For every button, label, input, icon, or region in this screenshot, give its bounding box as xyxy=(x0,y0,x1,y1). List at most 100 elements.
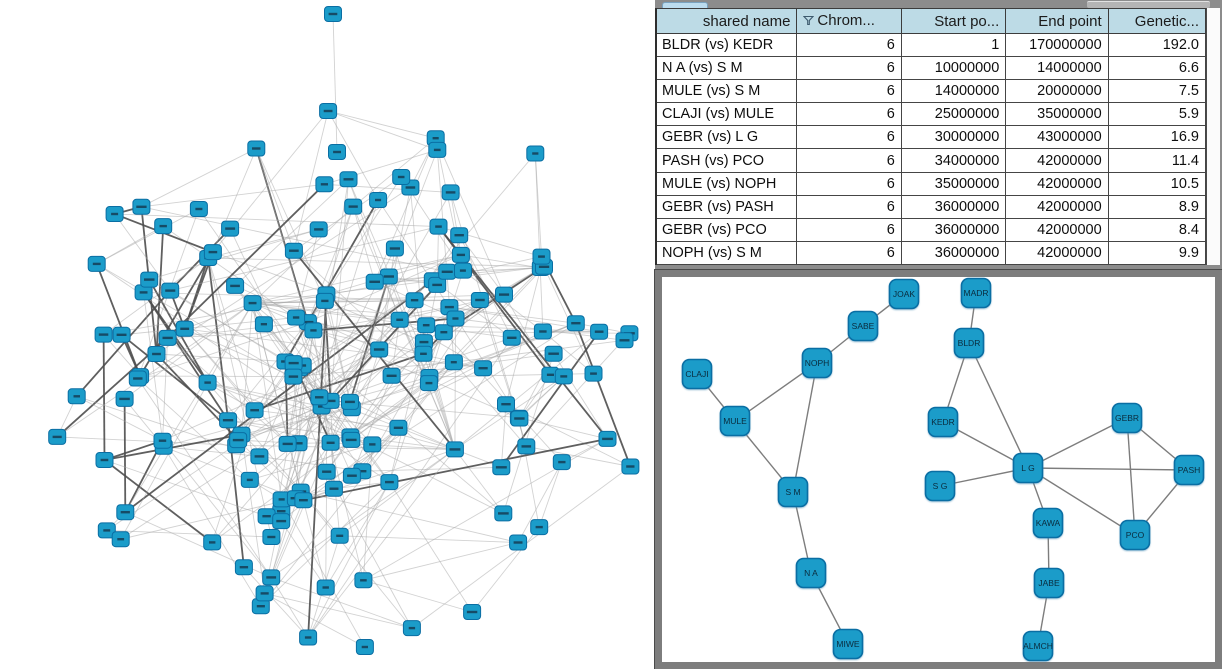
graph-node-shape[interactable] xyxy=(1012,452,1044,484)
table-cell[interactable]: 1 xyxy=(900,32,1007,58)
network-node[interactable] xyxy=(111,531,130,548)
network-node[interactable] xyxy=(341,393,359,410)
network-edge[interactable] xyxy=(538,461,563,528)
graph-node-shape[interactable] xyxy=(795,557,827,589)
graph-node-JABE[interactable]: JABE xyxy=(1033,567,1065,599)
network-node[interactable] xyxy=(299,629,318,646)
network-edge[interactable] xyxy=(238,382,430,441)
table-cell[interactable]: 25000000 xyxy=(900,102,1007,127)
network-edge[interactable] xyxy=(141,148,257,208)
network-node[interactable] xyxy=(429,218,448,235)
network-node[interactable] xyxy=(105,206,124,222)
graph-node-ALMCH[interactable]: ALMCH xyxy=(1022,630,1054,662)
graph-node-shape[interactable] xyxy=(719,405,751,437)
network-node[interactable] xyxy=(392,169,411,185)
table-cell[interactable]: 42000000 xyxy=(1005,148,1109,173)
network-node[interactable] xyxy=(509,534,528,551)
network-edge[interactable] xyxy=(243,566,309,638)
network-edge[interactable] xyxy=(255,148,295,251)
network-node[interactable] xyxy=(495,286,513,303)
network-edge[interactable] xyxy=(307,449,456,638)
network-edge[interactable] xyxy=(312,206,354,331)
table-tab-fragment[interactable] xyxy=(662,2,708,8)
graph-node-MIWE[interactable]: MIWE xyxy=(832,628,864,660)
network-node[interactable] xyxy=(363,436,382,453)
network-node[interactable] xyxy=(451,246,470,263)
network-edge[interactable] xyxy=(300,400,332,492)
network-edge[interactable] xyxy=(574,322,632,467)
network-node[interactable] xyxy=(226,277,245,294)
network-node[interactable] xyxy=(304,322,323,339)
network-node[interactable] xyxy=(317,463,336,480)
network-edge[interactable] xyxy=(330,276,390,443)
table-cell[interactable]: 6.6 xyxy=(1107,56,1207,81)
network-edge[interactable] xyxy=(103,459,213,544)
network-node[interactable] xyxy=(294,492,313,509)
network-node[interactable] xyxy=(234,559,253,576)
graph-edge-LG-PCO[interactable] xyxy=(1027,467,1136,536)
column-header-2[interactable]: Start po... xyxy=(900,8,1007,34)
network-edge[interactable] xyxy=(333,481,390,490)
network-edge[interactable] xyxy=(155,226,165,355)
network-node[interactable] xyxy=(552,454,571,471)
network-edge[interactable] xyxy=(300,491,519,543)
network-node[interactable] xyxy=(257,508,276,525)
network-node[interactable] xyxy=(470,292,489,308)
graph-node-GEBR[interactable]: GEBR xyxy=(1111,402,1143,434)
network-node[interactable] xyxy=(492,459,511,476)
table-cell[interactable]: 6 xyxy=(796,217,902,242)
table-row[interactable]: PASH (vs) PCO 6 34000000 42000000 11.4 xyxy=(655,148,1207,173)
network-node[interactable] xyxy=(272,513,291,530)
network-edge[interactable] xyxy=(300,491,413,629)
network-node[interactable] xyxy=(321,434,340,451)
network-edge[interactable] xyxy=(460,254,541,269)
network-edge[interactable] xyxy=(104,439,163,461)
network-edge[interactable] xyxy=(252,302,504,514)
network-node[interactable] xyxy=(385,240,404,257)
network-node[interactable] xyxy=(370,341,389,358)
table-cell[interactable]: 6 xyxy=(796,79,902,104)
graph-node-shape[interactable] xyxy=(1173,454,1205,486)
main-network-view[interactable] xyxy=(0,0,655,669)
network-edge[interactable] xyxy=(330,179,349,401)
table-cell[interactable]: 14000000 xyxy=(900,79,1007,104)
graph-node-PASH[interactable]: PASH xyxy=(1173,454,1205,486)
network-edge[interactable] xyxy=(143,292,163,441)
graph-node-shape[interactable] xyxy=(832,628,864,660)
table-cell[interactable]: 170000000 xyxy=(1005,32,1109,58)
network-edge[interactable] xyxy=(120,400,331,540)
network-edge[interactable] xyxy=(526,445,631,467)
network-edge[interactable] xyxy=(534,153,544,332)
table-cell[interactable]: 6 xyxy=(796,240,902,266)
graph-node-CLAJI[interactable]: CLAJI xyxy=(681,358,713,390)
network-node[interactable] xyxy=(97,522,116,539)
network-node[interactable] xyxy=(112,326,131,343)
network-edge[interactable] xyxy=(313,329,630,334)
network-node[interactable] xyxy=(530,519,549,536)
network-edge[interactable] xyxy=(56,302,253,438)
network-node[interactable] xyxy=(284,355,303,372)
network-node[interactable] xyxy=(615,332,634,349)
network-edge[interactable] xyxy=(207,257,229,421)
network-node[interactable] xyxy=(405,292,424,309)
network-edge[interactable] xyxy=(525,332,630,447)
network-node[interactable] xyxy=(510,410,529,427)
graph-node-SABE[interactable]: SABE xyxy=(847,310,879,342)
graph-node-shape[interactable] xyxy=(847,310,879,342)
table-cell[interactable]: 6 xyxy=(796,125,902,150)
column-header-0[interactable]: shared name xyxy=(655,8,798,34)
network-node[interactable] xyxy=(115,390,134,407)
table-row[interactable]: BLDR (vs) KEDR 6 1 170000000 192.0 xyxy=(655,32,1207,58)
network-edge[interactable] xyxy=(184,328,255,411)
table-cell[interactable]: 6 xyxy=(796,148,902,173)
table-row[interactable]: GEBR (vs) PCO 6 36000000 42000000 8.4 xyxy=(655,217,1207,242)
network-edge[interactable] xyxy=(332,13,338,153)
graph-node-LG[interactable]: L G xyxy=(1012,452,1044,484)
network-node[interactable] xyxy=(517,438,536,455)
network-edge[interactable] xyxy=(327,110,379,201)
network-edge[interactable] xyxy=(327,110,438,151)
table-cell[interactable]: GEBR (vs) L G xyxy=(655,125,798,150)
network-edge[interactable] xyxy=(270,449,456,578)
table-cell[interactable]: 7.5 xyxy=(1107,79,1207,104)
network-edge[interactable] xyxy=(362,466,502,472)
